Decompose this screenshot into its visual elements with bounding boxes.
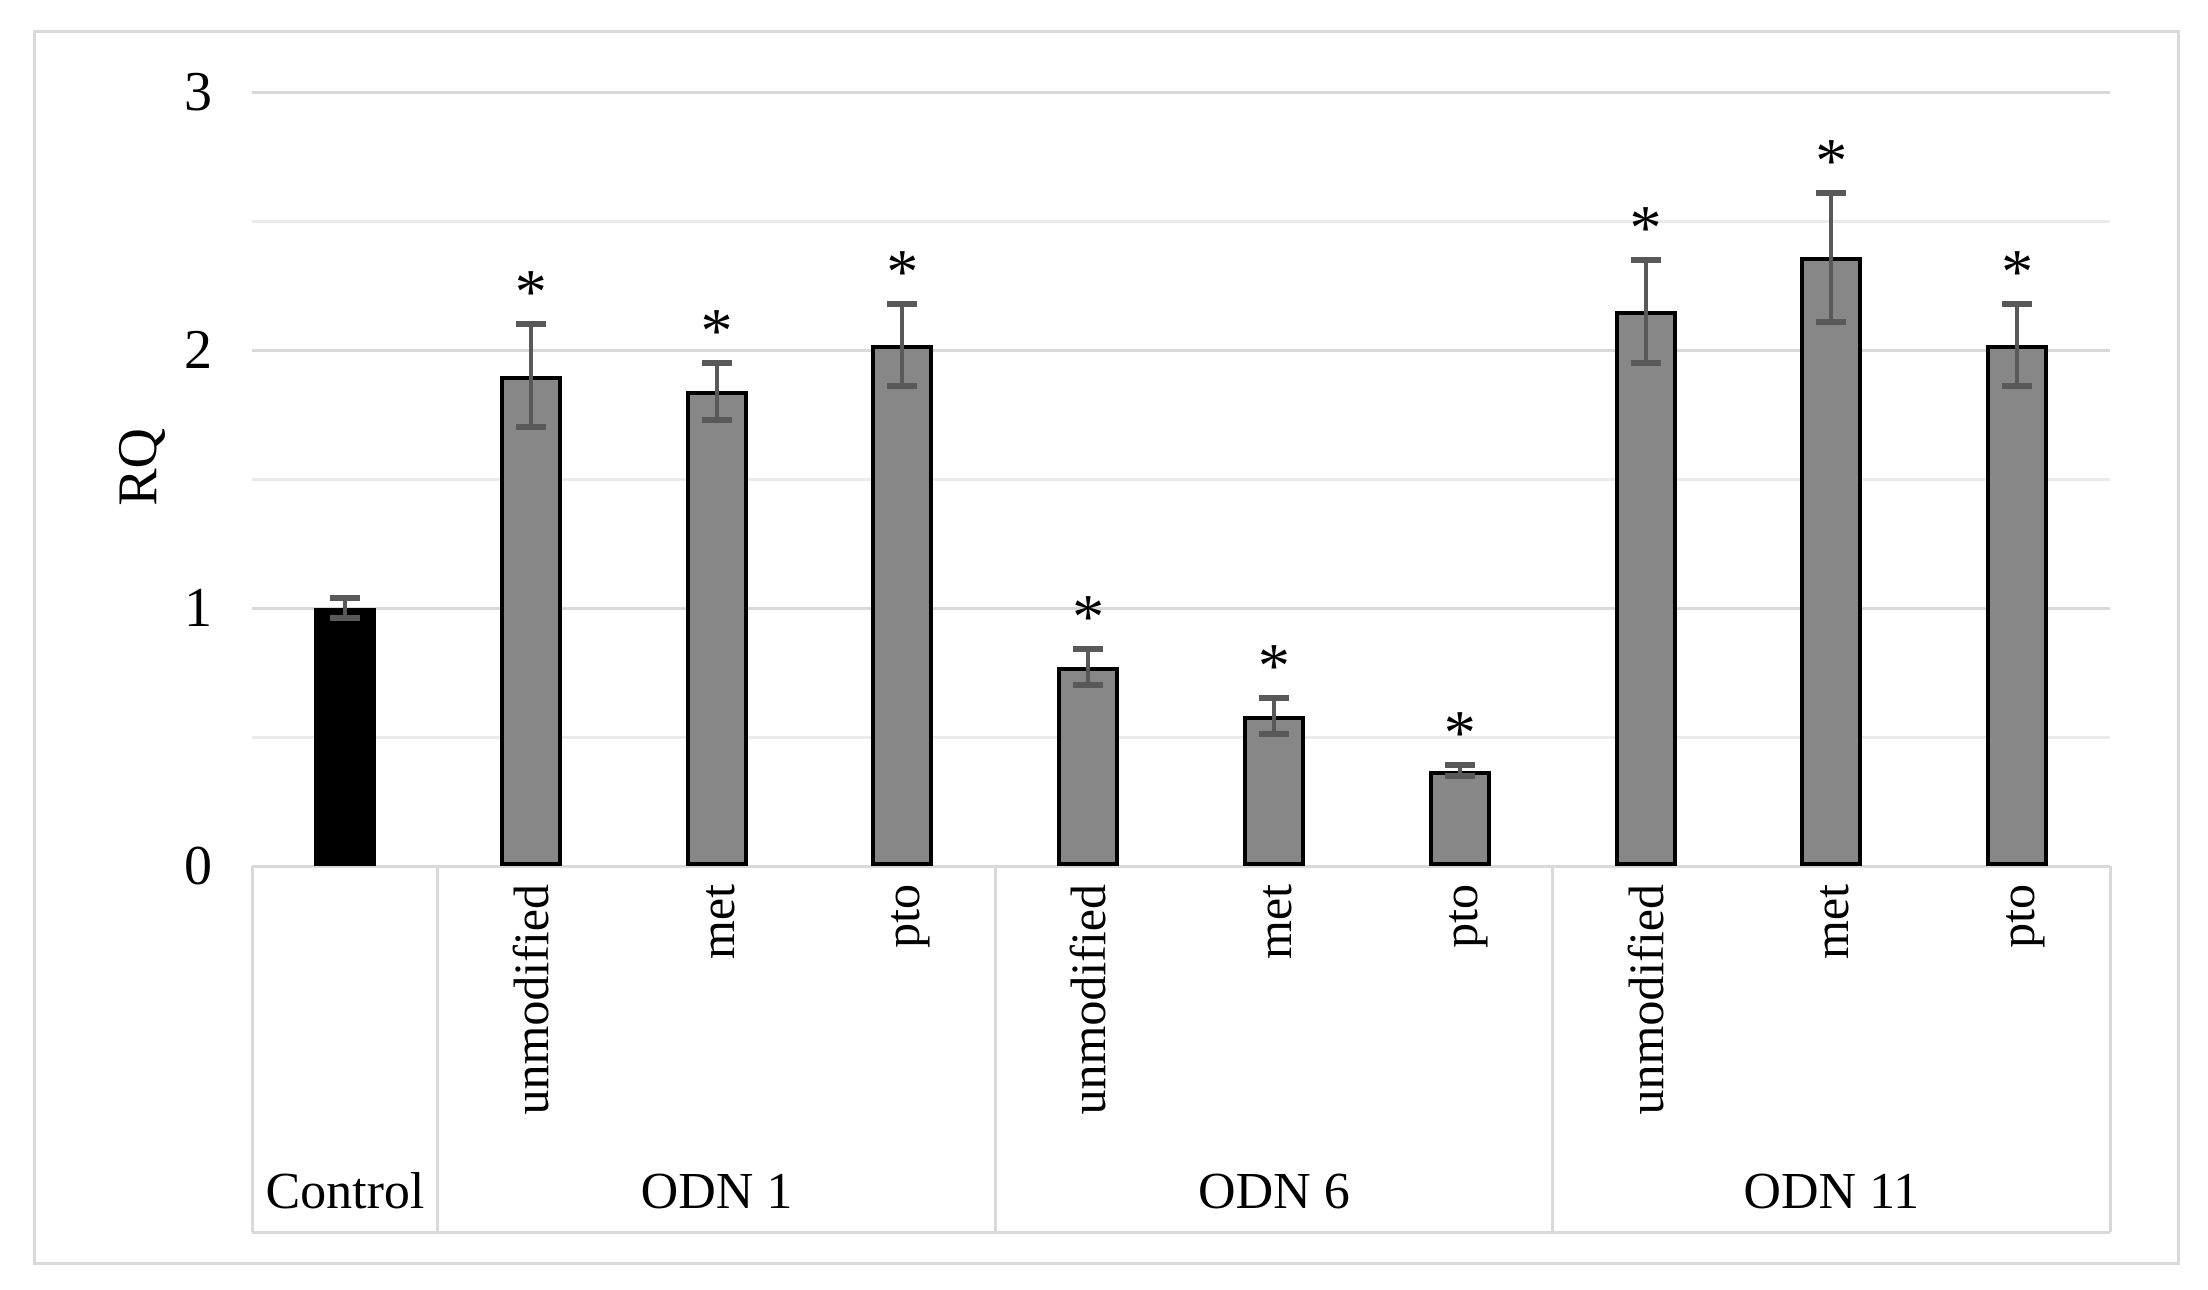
error-bar-cap-top — [701, 359, 732, 366]
axis-band-divider — [993, 866, 997, 1232]
error-bar-cap-bottom — [2002, 383, 2033, 390]
error-bar-cap-bottom — [1630, 359, 1661, 366]
gridline-major — [252, 349, 2110, 352]
category-sublabel: met — [1245, 884, 1302, 959]
category-sublabel: met — [688, 884, 745, 959]
significance-asterisk: * — [1443, 697, 1476, 769]
gridline-major — [252, 607, 2110, 610]
error-bar-cap-bottom — [1258, 731, 1289, 738]
group-label: ODN 11 — [1743, 1163, 1920, 1220]
error-bar-cap-bottom — [515, 424, 546, 431]
bar — [685, 391, 748, 866]
category-sublabel: pto — [1989, 884, 2046, 948]
error-bar-line — [1643, 259, 1648, 363]
axis-band-divider — [436, 866, 440, 1232]
error-bar-cap-top — [887, 300, 918, 307]
category-sublabel: pto — [1431, 884, 1488, 948]
error-bar-cap-bottom — [701, 416, 732, 423]
y-tick-label: 3 — [184, 61, 212, 123]
y-tick-label: 2 — [184, 319, 212, 381]
group-label: ODN 6 — [1198, 1163, 1350, 1220]
gridline-minor — [252, 220, 2110, 223]
significance-asterisk: * — [886, 235, 919, 307]
bar — [1057, 667, 1120, 866]
axis-band-divider — [250, 866, 254, 1232]
error-bar-cap-bottom — [887, 383, 918, 390]
y-tick-label: 1 — [184, 577, 212, 639]
error-bar-line — [528, 324, 533, 428]
group-label: ODN 1 — [640, 1163, 793, 1220]
category-sublabel: met — [1803, 884, 1860, 959]
axis-baseline — [252, 865, 2110, 868]
axis-band-bottom — [252, 1231, 2110, 1234]
bar — [499, 375, 562, 866]
error-bar-line — [1457, 765, 1462, 776]
category-sublabel: unmodified — [1617, 884, 1674, 1115]
error-bar-cap-bottom — [1073, 682, 1104, 689]
error-bar-cap-top — [1630, 256, 1661, 263]
error-bar-cap-bottom — [329, 615, 360, 622]
error-bar-line — [1086, 649, 1091, 686]
error-bar-cap-top — [1073, 646, 1104, 653]
significance-asterisk: * — [1257, 630, 1290, 702]
category-sublabel: unmodified — [1060, 884, 1117, 1115]
error-bar-cap-top — [1816, 189, 1847, 196]
bar — [313, 608, 376, 866]
significance-asterisk: * — [514, 256, 547, 328]
significance-asterisk: * — [1815, 124, 1848, 196]
significance-asterisk: * — [700, 294, 733, 366]
y-axis-title: RQ — [107, 428, 169, 506]
gridline-major — [252, 91, 2110, 94]
error-bar-line — [900, 303, 905, 387]
bar — [1800, 257, 1863, 866]
error-bar-cap-top — [1444, 762, 1475, 769]
error-bar-cap-bottom — [1444, 772, 1475, 779]
y-tick-label: 0 — [184, 835, 212, 897]
error-bar-line — [342, 597, 347, 619]
significance-asterisk: * — [1072, 581, 1105, 653]
gridline-minor — [252, 736, 2110, 739]
error-bar-cap-bottom — [1816, 318, 1847, 325]
bar — [1614, 311, 1677, 866]
significance-asterisk: * — [2001, 235, 2034, 307]
axis-band-divider — [1551, 866, 1555, 1232]
error-bar-line — [1271, 698, 1276, 735]
error-bar-cap-top — [515, 321, 546, 328]
error-bar-cap-top — [2002, 300, 2033, 307]
bar — [1428, 770, 1491, 866]
group-label: Control — [265, 1163, 425, 1220]
axis-band-divider — [2108, 866, 2112, 1232]
gridline-minor — [252, 478, 2110, 481]
error-bar-cap-top — [329, 594, 360, 601]
bar — [1986, 344, 2049, 866]
error-bar-cap-top — [1258, 695, 1289, 702]
bar — [871, 344, 934, 866]
error-bar-line — [2015, 303, 2020, 387]
significance-asterisk: * — [1629, 191, 1662, 263]
error-bar-line — [1829, 192, 1834, 322]
error-bar-line — [714, 362, 719, 420]
category-sublabel: pto — [874, 884, 931, 948]
bar — [1242, 716, 1305, 866]
category-sublabel: unmodified — [502, 884, 559, 1115]
